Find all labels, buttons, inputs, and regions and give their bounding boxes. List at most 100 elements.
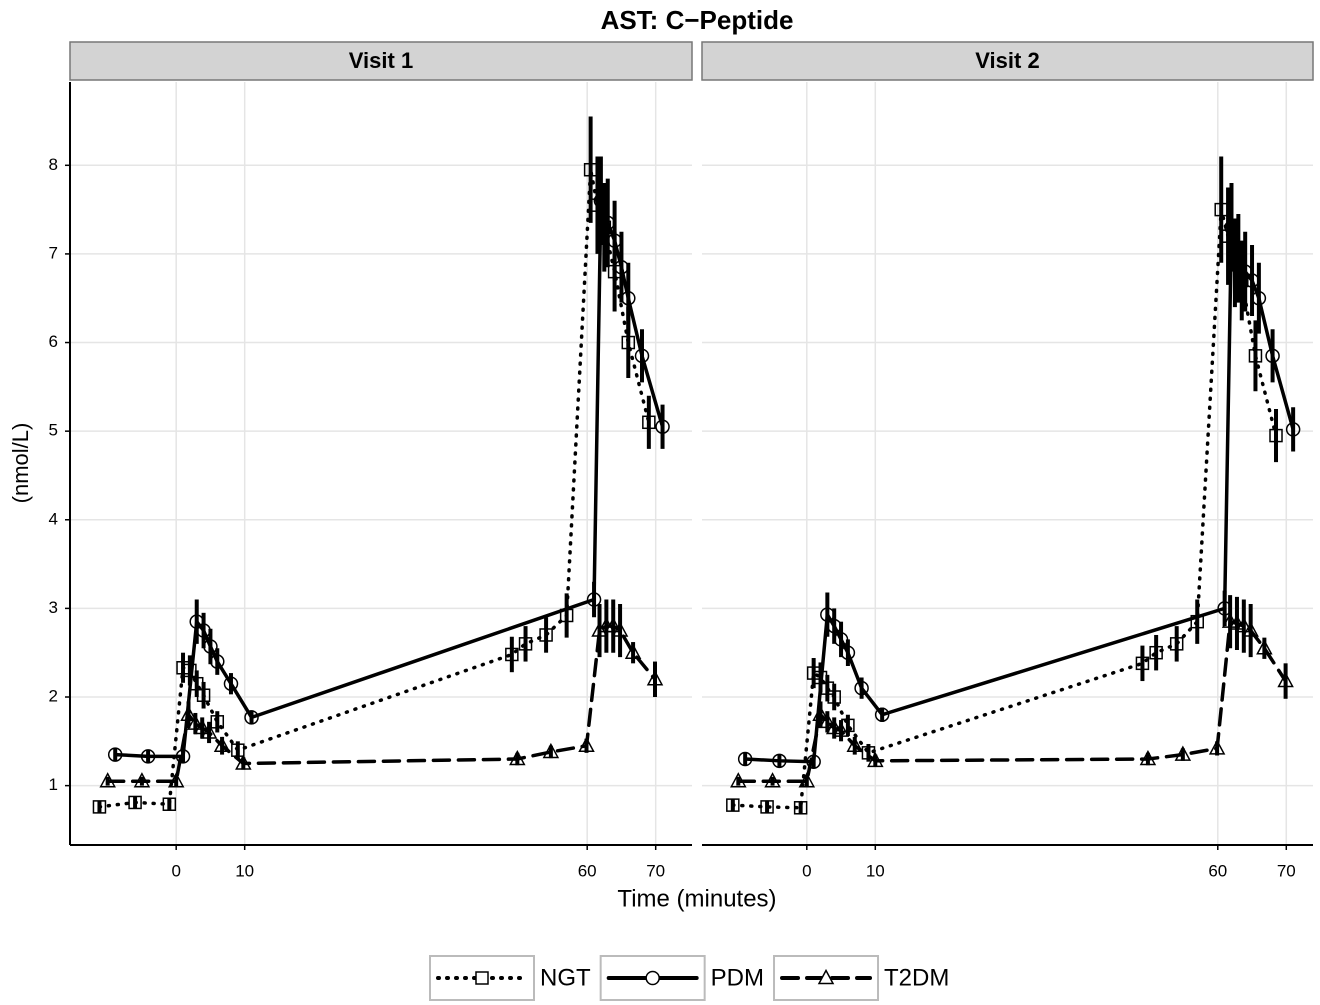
data-point — [1231, 251, 1246, 266]
data-point — [600, 215, 615, 231]
data-point — [99, 772, 116, 788]
facet-label: Visit 1 — [349, 48, 413, 73]
data-point — [730, 772, 747, 788]
y-tick-label: 3 — [49, 598, 58, 617]
data-point — [604, 617, 622, 633]
data-point — [593, 193, 609, 208]
data-point — [1149, 645, 1163, 660]
data-point — [611, 621, 629, 637]
data-point — [1265, 348, 1280, 364]
data-point — [1235, 273, 1249, 288]
data-point — [764, 772, 781, 788]
data-point — [793, 801, 808, 815]
data-point — [826, 618, 842, 634]
legend-label: PDM — [711, 964, 764, 991]
data-point — [861, 746, 876, 760]
legend-marker — [817, 968, 835, 985]
data-point — [167, 772, 185, 788]
data-point — [203, 639, 218, 654]
data-point — [235, 754, 252, 770]
data-point — [832, 721, 850, 737]
x-tick-label: 70 — [1277, 861, 1296, 880]
data-point — [621, 290, 636, 306]
x-tick-label: 60 — [1208, 861, 1227, 880]
data-point — [200, 723, 218, 739]
legend-label: T2DM — [884, 964, 949, 991]
data-point — [825, 718, 843, 735]
data-point — [583, 162, 598, 177]
x-tick-label: 10 — [866, 861, 885, 880]
data-point — [92, 800, 107, 814]
data-point — [1228, 614, 1246, 630]
data-point — [244, 710, 259, 725]
data-point — [737, 751, 753, 767]
data-point — [760, 800, 774, 814]
data-point — [1277, 671, 1294, 688]
data-point — [176, 661, 190, 675]
data-point — [621, 335, 636, 350]
data-point — [1169, 637, 1184, 651]
data-point — [133, 772, 151, 788]
data-point — [614, 259, 629, 275]
x-axis-label: Time (minutes) — [617, 885, 776, 912]
data-point — [1139, 749, 1157, 766]
data-point — [140, 749, 156, 764]
data-point — [874, 707, 890, 722]
chart-title: AST: C−Peptide — [601, 5, 794, 35]
data-point — [607, 233, 622, 248]
data-point — [1244, 273, 1260, 288]
data-point — [128, 795, 142, 810]
data-point — [1224, 220, 1239, 235]
data-point — [1285, 422, 1301, 437]
data-point — [1174, 745, 1192, 761]
data-point — [827, 690, 841, 704]
data-point — [1214, 202, 1228, 217]
data-point — [210, 715, 225, 729]
x-tick-label: 60 — [578, 861, 597, 880]
data-point — [196, 623, 211, 638]
data-point — [1256, 639, 1273, 655]
facet-strip — [69, 41, 693, 81]
data-point — [162, 797, 177, 811]
data-point — [591, 621, 608, 637]
y-tick-label: 7 — [49, 243, 58, 262]
data-point — [819, 712, 836, 729]
x-tick-label: 70 — [646, 861, 665, 880]
data-point — [107, 747, 123, 762]
data-point — [539, 628, 553, 642]
data-point — [1251, 290, 1267, 306]
data-point — [1269, 428, 1283, 443]
y-tick-label: 4 — [49, 509, 58, 528]
y-tick-label: 8 — [49, 155, 58, 174]
data-point — [820, 607, 835, 622]
x-tick-label: 10 — [235, 861, 254, 880]
series-line — [736, 619, 1288, 783]
data-point — [187, 714, 204, 730]
y-axis-label: (nmol/L) — [8, 423, 33, 504]
data-point — [223, 676, 239, 691]
data-point — [1208, 739, 1226, 755]
data-point — [505, 647, 519, 662]
data-point — [772, 753, 787, 769]
data-point — [1248, 349, 1263, 363]
data-point — [655, 419, 670, 434]
data-point — [213, 736, 231, 752]
y-tick-label: 2 — [49, 686, 58, 705]
data-point — [193, 718, 211, 735]
facet-label: Visit 2 — [975, 48, 1039, 73]
facet-strip — [701, 41, 1314, 81]
data-point — [542, 742, 560, 759]
data-point — [634, 348, 650, 364]
data-point — [846, 736, 864, 752]
data-point — [1135, 656, 1150, 671]
data-point — [578, 736, 595, 752]
data-point — [624, 643, 642, 659]
data-point — [518, 637, 533, 651]
data-point — [210, 654, 225, 669]
data-point — [646, 670, 664, 686]
data-point — [867, 751, 884, 768]
x-tick-label: 0 — [802, 861, 811, 880]
data-point — [840, 645, 856, 660]
legend-label: NGT — [540, 964, 591, 991]
